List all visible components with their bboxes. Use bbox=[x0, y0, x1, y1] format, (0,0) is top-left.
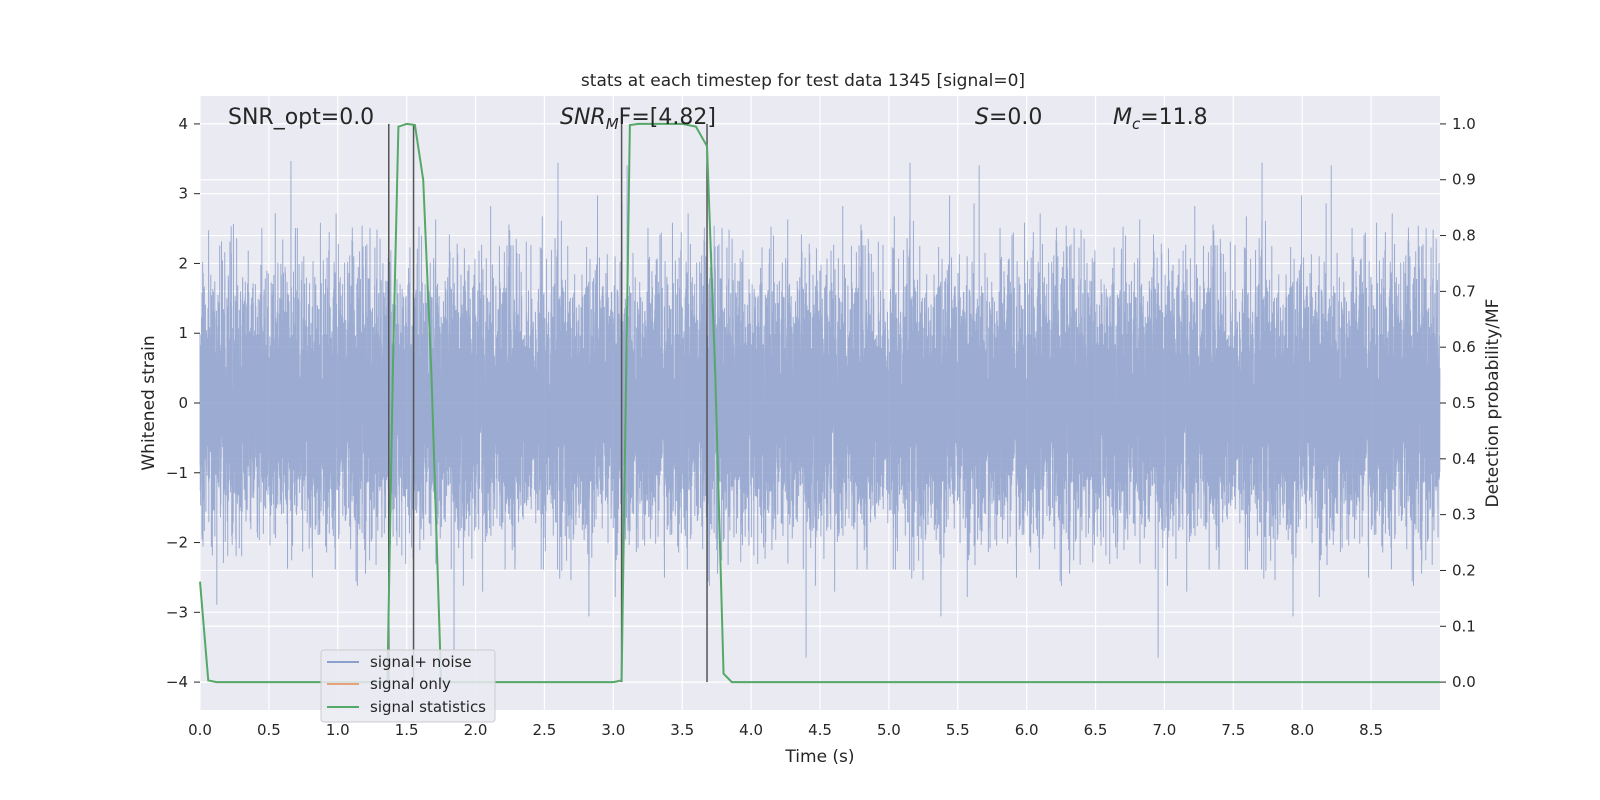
x-tick-label: 4.5 bbox=[808, 721, 832, 739]
legend-box bbox=[320, 649, 496, 723]
x-tick-label: 1.0 bbox=[326, 721, 350, 739]
signal-noise-line bbox=[199, 161, 1441, 658]
x-tick-label: 8.5 bbox=[1359, 721, 1383, 739]
y-tick-label: 0 bbox=[178, 394, 188, 412]
y-axis-left: 4 3 2 1 0 −1 −2 −3 −4 bbox=[166, 115, 200, 691]
y-tick-label: −1 bbox=[166, 464, 188, 482]
y2-tick-label: 0.4 bbox=[1452, 450, 1476, 468]
x-tick-label: 4.0 bbox=[739, 721, 763, 739]
y-tick-label: 4 bbox=[178, 115, 188, 133]
y-tick-label: −3 bbox=[166, 603, 188, 621]
x-tick-label: 3.0 bbox=[601, 721, 625, 739]
y-axis-right: 1.0 0.9 0.8 0.7 0.6 0.5 0.4 0.3 0.2 0.1 0.0 bbox=[1440, 115, 1476, 691]
x-tick-label: 6.0 bbox=[1015, 721, 1039, 739]
y-tick-label: −4 bbox=[166, 673, 188, 691]
y-tick-label: −2 bbox=[166, 534, 188, 552]
x-tick-label: 5.0 bbox=[877, 721, 901, 739]
x-tick-label: 2.0 bbox=[464, 721, 488, 739]
x-tick-label: 7.5 bbox=[1221, 721, 1245, 739]
chart-title: stats at each timestep for test data 134… bbox=[581, 71, 1025, 91]
y2-tick-label: 0.7 bbox=[1452, 282, 1476, 300]
x-tick-label: 3.5 bbox=[670, 721, 694, 739]
annotation-mc: Mc=11.8 bbox=[1113, 105, 1208, 133]
y-axis-label: Whitened strain bbox=[139, 335, 159, 470]
annotation-snr-opt: SNR_opt=0.0 bbox=[228, 105, 374, 130]
y2-tick-label: 0.1 bbox=[1452, 617, 1476, 635]
x-tick-label: 0.5 bbox=[257, 721, 281, 739]
y2-tick-label: 0.3 bbox=[1452, 506, 1476, 524]
y2-tick-label: 0.2 bbox=[1452, 561, 1476, 579]
x-tick-label: 8.0 bbox=[1290, 721, 1314, 739]
y2-axis-label: Detection probability/MF bbox=[1483, 299, 1503, 508]
x-tick-label: 0.0 bbox=[188, 721, 212, 739]
y-tick-label: 1 bbox=[178, 324, 188, 342]
annotation-snr-mf: SNRMF=[4.82] bbox=[560, 105, 716, 133]
x-tick-label: 7.0 bbox=[1153, 721, 1177, 739]
signal-noise-series bbox=[199, 161, 1441, 658]
x-tick-label: 1.5 bbox=[395, 721, 419, 739]
legend-label-signal-noise: signal+ noise bbox=[370, 653, 472, 671]
y2-tick-label: 0.9 bbox=[1452, 171, 1476, 189]
y2-tick-label: 0.5 bbox=[1452, 394, 1476, 412]
y2-tick-label: 0.0 bbox=[1452, 673, 1476, 691]
x-axis-label: Time (s) bbox=[784, 747, 854, 767]
x-tick-label: 6.5 bbox=[1084, 721, 1108, 739]
annotation-s: S=0.0 bbox=[975, 105, 1042, 130]
legend-label-signal-statistics: signal statistics bbox=[370, 698, 486, 716]
y2-tick-label: 0.6 bbox=[1452, 338, 1476, 356]
x-axis: 0.0 0.5 1.0 1.5 2.0 2.5 3.0 3.5 4.0 4.5 5.0 5.5 6.0 6… bbox=[188, 721, 1383, 739]
y-tick-label: 2 bbox=[178, 254, 188, 272]
y2-tick-label: 1.0 bbox=[1452, 115, 1476, 133]
legend-label-signal-only: signal only bbox=[370, 675, 451, 693]
y-tick-label: 3 bbox=[178, 185, 188, 203]
x-tick-label: 2.5 bbox=[533, 721, 557, 739]
y2-tick-label: 0.8 bbox=[1452, 227, 1476, 245]
x-tick-label: 5.5 bbox=[946, 721, 970, 739]
legend: signal+ noise signal only signal statist… bbox=[320, 649, 496, 723]
